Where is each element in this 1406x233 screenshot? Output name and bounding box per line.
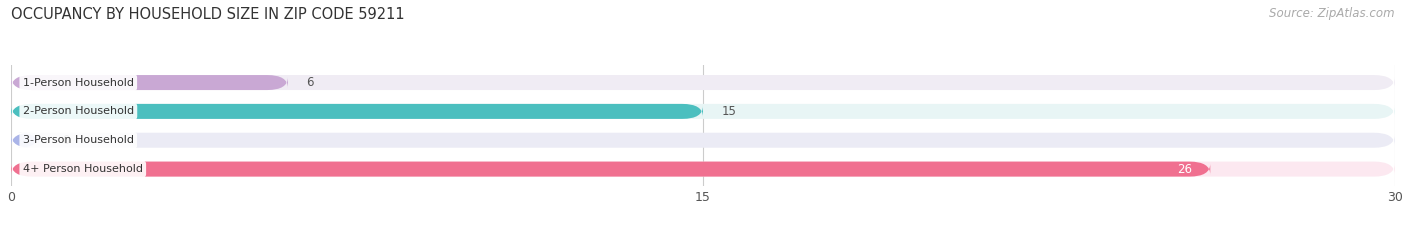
Text: 26: 26: [1177, 163, 1192, 176]
Text: 1-Person Household: 1-Person Household: [22, 78, 134, 88]
FancyBboxPatch shape: [11, 75, 1395, 90]
Text: Source: ZipAtlas.com: Source: ZipAtlas.com: [1270, 7, 1395, 20]
Text: 6: 6: [307, 76, 314, 89]
FancyBboxPatch shape: [11, 104, 1395, 119]
Text: 4+ Person Household: 4+ Person Household: [22, 164, 143, 174]
FancyBboxPatch shape: [11, 162, 1395, 177]
Text: 15: 15: [721, 105, 737, 118]
Text: 2-Person Household: 2-Person Household: [22, 106, 134, 116]
FancyBboxPatch shape: [11, 133, 1395, 148]
Text: 3-Person Household: 3-Person Household: [22, 135, 134, 145]
FancyBboxPatch shape: [11, 162, 1211, 177]
Text: OCCUPANCY BY HOUSEHOLD SIZE IN ZIP CODE 59211: OCCUPANCY BY HOUSEHOLD SIZE IN ZIP CODE …: [11, 7, 405, 22]
FancyBboxPatch shape: [11, 133, 39, 148]
FancyBboxPatch shape: [11, 75, 288, 90]
FancyBboxPatch shape: [11, 104, 703, 119]
Text: 0: 0: [62, 134, 69, 147]
